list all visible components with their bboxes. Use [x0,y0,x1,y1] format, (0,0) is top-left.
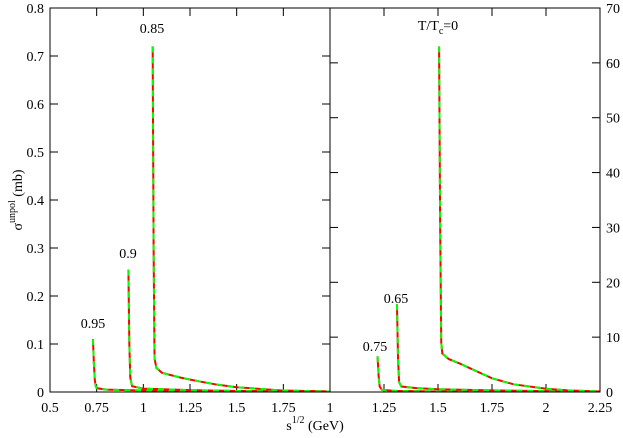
annotation: 0.85 [140,22,165,37]
annotation-sub: c [439,26,444,37]
x-tick-label: 1.75 [271,401,296,416]
y-tick-label: 0.7 [27,50,45,65]
y-tick-label: 30 [606,221,620,236]
y-tick-label: 0 [606,386,613,401]
curve [438,46,600,392]
curve-dashed [151,46,330,392]
annotation-main: 0.65 [384,292,409,307]
y-tick-label: 20 [606,276,620,291]
y-tick-label: 0.3 [27,242,45,257]
frame [329,7,601,393]
y-tick-label: 0.8 [27,2,45,17]
y-tick-label: 0.6 [27,98,45,113]
y-axis-label-after: (mb) [11,169,26,200]
annotation: 0.95 [81,317,106,332]
annotation: 0.75 [363,340,388,355]
y-axis-label-main: σ [11,223,26,231]
x-axis-label-sup: 1/2 [292,415,305,426]
x-tick-label: 1.5 [228,401,246,416]
x-tick-label: 0.75 [84,401,109,416]
y-tick-label: 0 [37,386,44,401]
annotation-main: T/T [418,19,439,34]
y-tick-label: 10 [606,331,620,346]
x-tick-label: 2.25 [588,401,613,416]
x-tick-label: 1.25 [372,401,397,416]
frame [49,7,331,393]
y-tick-label: 40 [606,167,620,182]
curve [151,46,330,392]
curve-dashed [438,46,600,392]
y-tick-label: 0.2 [27,290,45,305]
annotation-after: =0 [443,19,458,34]
y-tick-label: 50 [606,112,620,127]
x-tick-label: 1.5 [429,401,447,416]
x-axis-label-after: (GeV) [304,419,344,434]
x-tick-label: 1 [140,401,147,416]
annotation-main: 0.85 [140,22,165,37]
y-axis-label: σunpol (mb) [7,169,26,230]
curve [395,304,600,392]
x-tick-label: 1 [327,401,334,416]
y-axis-label-sup: unpol [7,200,18,223]
y-tick-label: 0.1 [27,338,45,353]
annotation-main: 0.95 [81,317,106,332]
annotation: 0.65 [384,292,409,307]
annotation-main: 0.75 [363,340,388,355]
curve [127,269,330,392]
plot-area [91,46,330,392]
annotation: 0.9 [119,247,137,262]
y-tick-label: 70 [606,2,620,17]
plot-area [376,46,600,392]
x-tick-label: 1.75 [480,401,505,416]
x-tick-label: 1.25 [178,401,203,416]
y-tick-label: 60 [606,57,620,72]
annotation: T/Tc=0 [418,19,458,37]
x-axis-label-main: s [286,419,291,434]
x-tick-label: 0.5 [41,401,59,416]
annotation-main: 0.9 [119,247,137,262]
curve-dashed [127,269,330,392]
x-axis-label: s1/2 (GeV) [286,415,344,434]
curve-dashed [395,304,600,392]
y-tick-label: 0.5 [27,146,45,161]
y-tick-label: 0.4 [27,194,45,209]
x-tick-label: 2 [543,401,550,416]
